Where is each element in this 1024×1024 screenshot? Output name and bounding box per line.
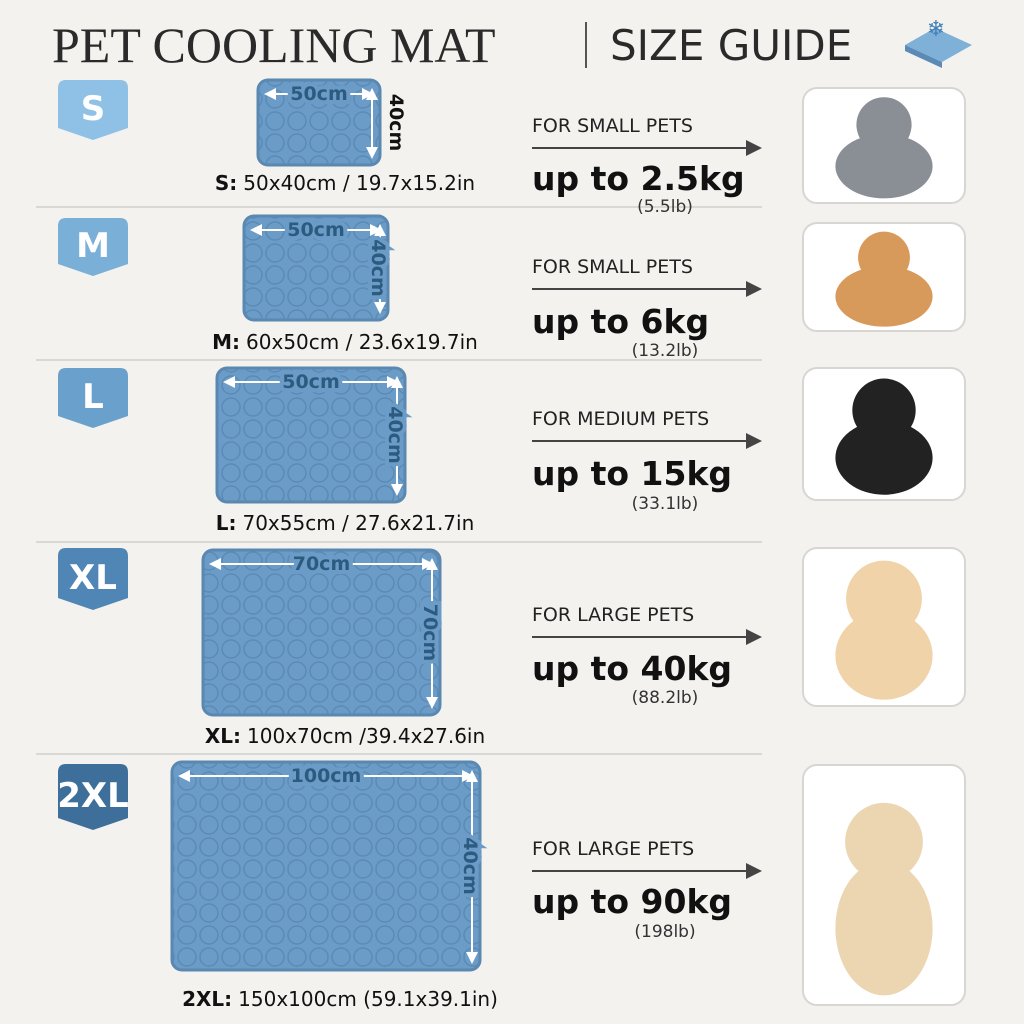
size-prefix: M: [212, 330, 240, 354]
title: PET COOLING MAT [52, 17, 496, 73]
audience: FOR SMALL PETS [532, 115, 693, 137]
height-label: 70cm [419, 604, 441, 662]
svg-text:❄: ❄ [927, 17, 945, 42]
size-badge [58, 764, 128, 830]
mat [170, 760, 482, 972]
subtitle: SIZE GUIDE [610, 21, 852, 70]
pet-head [856, 97, 912, 153]
size-line: XL: 100x70cm /39.4x27.6in [205, 724, 485, 748]
size-line: L: 70x55cm / 27.6x21.7in [216, 511, 475, 535]
size-badge [58, 368, 128, 428]
size-text: 50x40cm / 19.7x15.2in [243, 171, 475, 195]
size-text: 60x50cm / 23.6x19.7in [246, 330, 478, 354]
weight-lb: (13.2lb) [632, 341, 699, 361]
size-prefix: XL: [205, 724, 241, 748]
pet-body [835, 266, 933, 327]
weight: up to 90kg [532, 882, 732, 921]
mat [256, 78, 382, 167]
size-prefix: 2XL: [182, 987, 232, 1011]
size-line: 2XL: 150x100cm (59.1x39.1in) [182, 987, 498, 1011]
weight: up to 2.5kg [532, 159, 745, 198]
weight-lb: (198lb) [634, 922, 695, 942]
pet-head [852, 378, 916, 442]
width-label: 50cm [290, 83, 348, 105]
badge-label: S [81, 89, 106, 129]
height-label: 40cm [367, 239, 389, 297]
mat [242, 214, 390, 322]
audience: FOR LARGE PETS [532, 838, 694, 860]
mat [215, 366, 407, 504]
pet-body [835, 611, 933, 700]
badge-label: M [76, 226, 110, 266]
weight-lb: (88.2lb) [632, 688, 699, 708]
size-badge [58, 218, 128, 276]
pet-body [835, 134, 933, 199]
weight-lb: (5.5lb) [637, 197, 693, 217]
size-badge [58, 80, 128, 140]
mat [201, 548, 442, 717]
weight: up to 15kg [532, 454, 732, 493]
size-prefix: L: [216, 511, 237, 535]
badge-label: XL [69, 558, 117, 598]
height-label: 40cm [459, 837, 481, 895]
pet-body [835, 861, 933, 996]
audience: FOR MEDIUM PETS [532, 408, 709, 430]
snow-icon: ❄ [905, 17, 972, 68]
pet-head [858, 231, 910, 284]
badge-label: L [82, 377, 104, 417]
weight: up to 6kg [532, 302, 709, 341]
badge-label: 2XL [57, 776, 129, 816]
width-label: 70cm [293, 553, 351, 575]
size-badge [58, 548, 128, 610]
weight-lb: (33.1lb) [632, 494, 699, 514]
size-text: 150x100cm (59.1x39.1in) [238, 987, 498, 1011]
width-label: 50cm [287, 219, 345, 241]
size-line: M: 60x50cm / 23.6x19.7in [212, 330, 478, 354]
weight: up to 40kg [532, 649, 732, 688]
width-label: 50cm [282, 371, 340, 393]
pet-body [835, 420, 933, 495]
audience: FOR LARGE PETS [532, 604, 694, 626]
height-label: 40cm [385, 94, 407, 152]
size-text: 70x55cm / 27.6x21.7in [242, 511, 474, 535]
pet-head [845, 802, 923, 881]
size-prefix: S: [215, 171, 237, 195]
pet-head [846, 560, 922, 637]
audience: FOR SMALL PETS [532, 256, 693, 278]
size-line: S: 50x40cm / 19.7x15.2in [215, 171, 475, 195]
size-text: 100x70cm /39.4x27.6in [247, 724, 485, 748]
width-label: 100cm [291, 765, 362, 787]
height-label: 40cm [384, 406, 406, 464]
